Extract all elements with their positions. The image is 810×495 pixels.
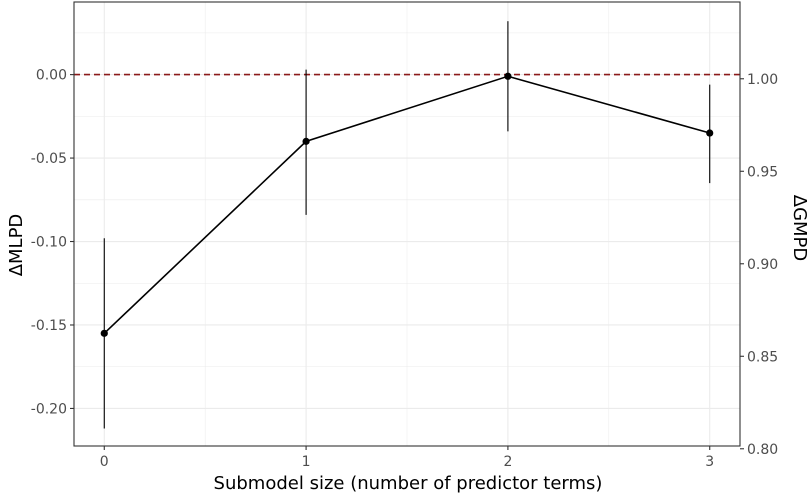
series-line (103, 75, 710, 334)
x-axis-title: Submodel size (number of predictor terms… (214, 473, 603, 494)
left-axis: 0.00 -0.05 -0.10 -0.15 -0.20 (31, 68, 74, 417)
y-tick-label: -0.05 (31, 151, 67, 167)
right-axis: 1.00 0.95 0.90 0.85 0.80 (740, 72, 778, 458)
y-tick-label: 0.00 (36, 68, 67, 84)
data-point (100, 329, 108, 337)
y2-tick-label: 0.95 (747, 164, 778, 180)
y-tick-label: -0.20 (31, 401, 67, 417)
data-point (504, 72, 512, 80)
y2-tick-label: 0.90 (747, 257, 778, 273)
y2-tick-label: 0.80 (747, 442, 778, 458)
y-axis-title-right: ΔGMPD (789, 195, 810, 262)
x-tick-label: 3 (705, 454, 714, 470)
x-tick-label: 2 (503, 454, 512, 470)
y-axis-title-left: ΔMLPD (6, 214, 27, 277)
grid-layer (74, 2, 740, 446)
y-tick-label: -0.10 (31, 235, 67, 251)
x-axis: 0 1 2 3 (100, 446, 714, 470)
data-point (706, 129, 714, 137)
y2-tick-label: 1.00 (747, 72, 778, 88)
y-tick-label: -0.15 (31, 318, 67, 334)
panel-border (73, 1, 741, 447)
points (100, 72, 714, 337)
y2-tick-label: 0.85 (747, 349, 778, 365)
x-tick-label: 0 (100, 454, 109, 470)
x-tick-label: 1 (302, 454, 311, 470)
data-point (302, 137, 310, 145)
